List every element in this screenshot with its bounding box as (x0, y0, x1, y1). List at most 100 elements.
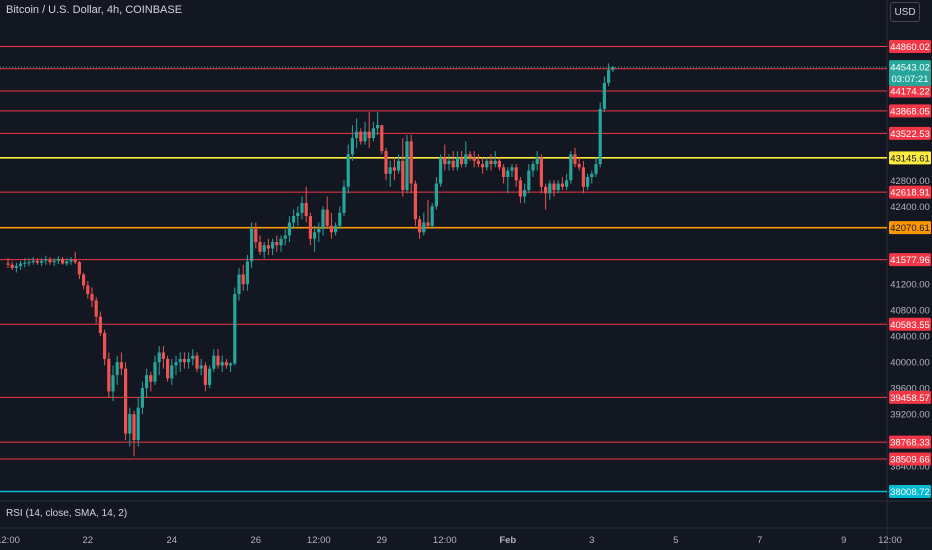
level-price-label: 44860.02 (890, 42, 930, 53)
time-tick-label: 7 (757, 535, 762, 546)
candle-body (174, 362, 178, 366)
candle-body (359, 131, 363, 142)
candle-body (401, 160, 405, 191)
level-price-label-box (889, 317, 931, 331)
candle-body (153, 362, 157, 382)
candle-body (6, 263, 10, 265)
candle-body (23, 262, 27, 264)
level-price-label-box (889, 435, 931, 449)
price-tick-label: 40800.00 (890, 306, 930, 317)
candle-body (560, 183, 564, 187)
candle-body (304, 203, 308, 217)
price-tick-label: 42800.00 (890, 176, 930, 187)
chart-title: Bitcoin / U.S. Dollar, 4h, COINBASE (6, 4, 183, 16)
price-tick-label: 41200.00 (890, 280, 930, 291)
candle-body (107, 358, 111, 392)
level-price-label-box (889, 104, 931, 118)
candle-body (573, 154, 577, 165)
level-price-label: 43522.53 (890, 129, 930, 140)
candle-body (73, 259, 77, 263)
candle-body (170, 365, 174, 379)
candle-body (485, 160, 489, 168)
candle-body (535, 157, 539, 165)
candle-body (468, 154, 472, 158)
level-price-labels: 44860.0244517.1244174.2243868.0543522.53… (889, 40, 931, 498)
candle-body (195, 355, 199, 369)
candle-body (602, 82, 606, 109)
candle-body (422, 222, 426, 233)
candle-body (334, 225, 338, 233)
candle-body (439, 157, 443, 184)
candle-body (497, 160, 501, 168)
candle-body (287, 222, 291, 236)
time-tick-label: 24 (167, 535, 178, 546)
candle-body (182, 358, 186, 363)
candle-body (447, 160, 451, 165)
candle-body (531, 164, 535, 171)
candle-body (405, 141, 409, 191)
candle-body (69, 259, 73, 262)
candle-body (14, 266, 18, 268)
candle-body (502, 167, 506, 178)
candle-body (208, 368, 212, 385)
time-tick-label: 12:00 (878, 535, 902, 546)
candle-body (481, 164, 485, 168)
candle-body (380, 125, 384, 152)
candle-body (82, 274, 86, 286)
last-price-box (889, 60, 931, 87)
candle-body (434, 183, 438, 207)
candle-body (224, 362, 228, 366)
candle-body (594, 164, 598, 174)
price-axis[interactable]: 42800.00 42400.00 41200.00 40800.00 40400.00… (890, 176, 930, 473)
candle-body (40, 260, 44, 263)
countdown-label: 03:07:21 (892, 74, 929, 85)
candle-body (161, 352, 165, 359)
level-price-label-box (889, 253, 931, 267)
candle-body (94, 300, 98, 317)
candle-body (111, 375, 115, 392)
candle-body (266, 245, 270, 249)
candle-body (19, 263, 23, 267)
candle-body (493, 160, 497, 165)
candle-body (552, 183, 556, 191)
candle-body (539, 157, 543, 187)
candle-body (292, 216, 296, 223)
candle-body (48, 259, 52, 263)
candle-body (77, 262, 81, 275)
candle-body (376, 125, 380, 129)
candle-body (56, 258, 60, 261)
candle-body (136, 407, 140, 441)
rsi-indicator-label[interactable]: RSI (14, close, SMA, 14, 2) (6, 508, 128, 519)
level-price-label: 42618.91 (890, 188, 930, 199)
candle-body (598, 108, 602, 165)
candle-body (271, 242, 275, 249)
candle-body (338, 212, 342, 226)
candle-body (464, 154, 468, 165)
time-tick-label: 26 (251, 535, 262, 546)
candle-body (325, 209, 329, 226)
currency-button[interactable]: USD (890, 2, 920, 22)
candle-body (544, 186, 548, 194)
candle-body (132, 414, 136, 441)
candle-body (413, 183, 417, 220)
level-price-label: 41577.96 (890, 255, 930, 266)
candle-body (86, 285, 90, 294)
time-tick-label: 22 (83, 535, 94, 546)
level-price-label-box (889, 221, 931, 235)
level-price-label: 38008.72 (890, 487, 930, 498)
level-price-label: 43145.61 (890, 153, 930, 164)
candle-body (611, 67, 615, 70)
candle-body (577, 164, 581, 168)
level-price-label: 39458.57 (890, 393, 930, 404)
candle-body (258, 242, 262, 252)
candle-body (115, 362, 119, 376)
candle-body (216, 355, 220, 366)
candle-body (90, 293, 94, 301)
candle-body (317, 229, 321, 233)
time-axis[interactable]: 12:00 22 24 26 12:00 29 12:00 Feb 3 5 7 9 12:00 (0, 535, 902, 546)
level-price-label: 38768.33 (890, 438, 930, 449)
candle-body (409, 141, 413, 184)
candle-body (220, 362, 224, 366)
